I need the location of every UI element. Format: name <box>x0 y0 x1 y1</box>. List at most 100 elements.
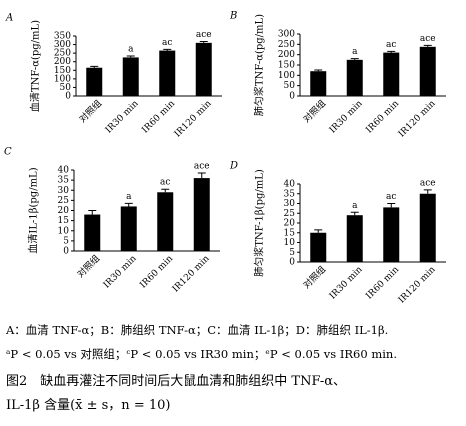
y-tick-label: 5 <box>63 236 69 246</box>
y-tick-label: 50 <box>284 81 296 91</box>
bar <box>159 50 176 96</box>
y-tick-label: 250 <box>54 49 71 59</box>
x-tick-label: 对照组 <box>75 252 103 280</box>
bar <box>122 57 139 96</box>
caption-legend: A：血清 TNF-α；B：肺组织 TNF-α；C：血清 IL-1β；D：肺组织 … <box>6 323 389 337</box>
bar <box>84 214 101 251</box>
error-bar <box>314 69 323 72</box>
bar <box>383 207 400 262</box>
bar <box>86 67 103 96</box>
y-axis-title: 肺匀浆TNF-α(pg/mL) <box>253 14 266 116</box>
y-tick-label: 40 <box>58 166 70 176</box>
error-bar <box>350 58 359 60</box>
y-axis-title: 肺匀浆TNF-1β(pg/mL) <box>253 169 266 277</box>
x-tick-label: IR60 min <box>138 254 175 291</box>
y-tick-label: 5 <box>289 248 295 258</box>
y-tick-label: 30 <box>58 186 70 196</box>
y-tick-label: 350 <box>54 32 71 42</box>
bar <box>120 206 137 251</box>
error-bar <box>387 203 396 208</box>
bar <box>419 46 436 96</box>
y-tick-label: 200 <box>278 50 295 60</box>
bar <box>195 42 212 96</box>
bar <box>193 178 210 251</box>
y-axis-title: 血清TNF-α(pg/mL) <box>29 20 42 112</box>
bar <box>346 59 363 96</box>
error-bar <box>423 44 432 47</box>
error-bar <box>314 229 323 233</box>
error-bar <box>163 48 172 51</box>
x-tick-label: IR30 min <box>102 254 139 291</box>
caption-title: 图2 缺血再灌注不同时间后大鼠血清和肺组织中 TNF-α、 <box>6 374 347 389</box>
x-tick-label: IR120 min <box>397 265 438 306</box>
significance-label: ac <box>386 40 396 50</box>
y-tick-label: 25 <box>58 196 70 206</box>
y-tick-label: 100 <box>54 74 71 84</box>
panel-label: D <box>229 161 238 172</box>
y-tick-label: 300 <box>54 40 71 50</box>
x-tick-label: 对照组 <box>301 97 329 125</box>
bar <box>310 232 327 262</box>
bar <box>310 71 327 96</box>
error-bar <box>124 202 133 207</box>
y-tick-label: 0 <box>65 92 71 102</box>
significance-label: ace <box>420 178 436 188</box>
significance-label: ace <box>196 30 212 40</box>
significance-label: ac <box>386 192 396 202</box>
x-tick-label: IR120 min <box>397 99 438 140</box>
caption-title: IL-1β 含量(x̄ ± s，n = 10) <box>6 398 171 413</box>
y-tick-label: 35 <box>284 189 296 199</box>
error-bar <box>350 211 359 216</box>
panel-label: C <box>4 147 12 158</box>
error-bar <box>90 65 99 68</box>
y-tick-label: 15 <box>58 216 70 226</box>
bar <box>383 52 400 96</box>
bar <box>157 192 174 251</box>
y-tick-label: 250 <box>278 40 295 50</box>
y-tick-label: 150 <box>54 66 71 76</box>
y-tick-label: 35 <box>58 176 70 186</box>
y-tick-label: 30 <box>284 199 296 209</box>
y-tick-label: 0 <box>289 258 295 268</box>
y-axis-title: 血清IL-1β(pg/mL) <box>27 167 40 253</box>
panel-label: A <box>5 13 13 24</box>
y-tick-label: 300 <box>278 30 295 40</box>
error-bar <box>423 189 432 194</box>
significance-label: ace <box>420 34 436 44</box>
x-tick-label: IR60 min <box>364 265 401 302</box>
y-tick-label: 0 <box>63 247 69 257</box>
significance-label: ace <box>194 162 210 172</box>
significance-label: a <box>126 192 132 202</box>
significance-label: ac <box>160 178 170 188</box>
significance-label: a <box>128 45 134 55</box>
y-tick-label: 10 <box>284 238 296 248</box>
significance-label: a <box>352 201 358 211</box>
significance-label: ac <box>162 38 172 48</box>
x-tick-label: IR60 min <box>140 99 177 136</box>
y-tick-label: 20 <box>284 219 296 229</box>
error-bar <box>88 210 97 215</box>
bar <box>346 215 363 262</box>
caption-notes: ᵃP < 0.05 vs 对照组；ᶜP < 0.05 vs IR30 min；ᵉ… <box>6 347 397 361</box>
significance-label: a <box>352 47 358 57</box>
y-tick-label: 50 <box>60 83 72 93</box>
x-tick-label: 对照组 <box>77 97 105 125</box>
x-tick-label: IR120 min <box>171 254 212 295</box>
error-bar <box>199 40 208 43</box>
error-bar <box>126 55 135 58</box>
y-tick-label: 0 <box>289 92 295 102</box>
error-bar <box>161 188 170 193</box>
x-tick-label: IR30 min <box>328 265 365 302</box>
y-tick-label: 200 <box>54 57 71 67</box>
y-tick-label: 40 <box>284 180 296 190</box>
y-tick-label: 100 <box>278 71 295 81</box>
x-tick-label: IR30 min <box>328 99 365 136</box>
y-tick-label: 10 <box>58 226 70 236</box>
x-tick-label: 对照组 <box>301 263 329 291</box>
error-bar <box>197 172 206 179</box>
y-tick-label: 25 <box>284 209 296 219</box>
y-tick-label: 20 <box>58 206 70 216</box>
x-tick-label: IR30 min <box>104 99 141 136</box>
